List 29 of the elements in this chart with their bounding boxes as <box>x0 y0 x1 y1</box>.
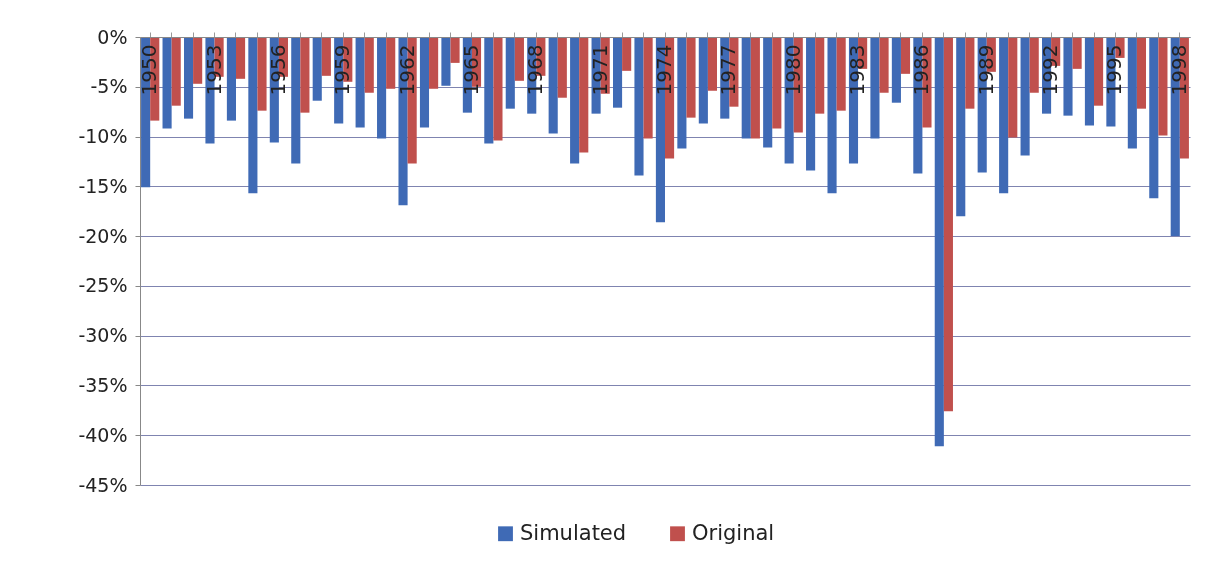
x-tick-label: 1998 <box>1166 44 1191 96</box>
y-tick-label: -15% <box>78 174 128 197</box>
y-tick-label: 0% <box>97 25 128 48</box>
x-tick-label: 1989 <box>973 44 998 96</box>
x-tick-label: 1983 <box>845 44 870 96</box>
x-tick-label: 1974 <box>652 44 676 96</box>
x-tick-label: 1956 <box>265 44 290 96</box>
y-tick-label: -35% <box>78 373 128 396</box>
x-tick-label: 1950 <box>137 44 162 96</box>
x-tick-label: 1962 <box>394 44 419 96</box>
x-tick-label: 1992 <box>1038 44 1063 96</box>
y-tick-label: -30% <box>78 324 128 347</box>
legend-label: Original <box>692 520 775 545</box>
legend-label: Simulated <box>520 520 627 545</box>
y-tick-label: -5% <box>90 75 128 98</box>
y-tick-label: -25% <box>78 274 128 297</box>
x-tick-label: 1980 <box>780 44 805 96</box>
x-tick-label: 1953 <box>201 44 226 96</box>
y-tick-label: -45% <box>78 473 128 496</box>
x-tick-label: 1977 <box>716 44 741 96</box>
x-tick-label: 1971 <box>587 44 612 96</box>
x-tick-label: 1995 <box>1102 44 1127 96</box>
x-tick-label: 1959 <box>330 44 355 96</box>
y-tick-label: -40% <box>78 423 128 446</box>
y-tick-label: -20% <box>78 224 128 247</box>
y-tick-label: -10% <box>78 125 128 148</box>
x-tick-label: 1965 <box>458 44 483 96</box>
x-tick-label: 1986 <box>909 44 934 96</box>
x-tick-label: 1968 <box>523 44 548 96</box>
